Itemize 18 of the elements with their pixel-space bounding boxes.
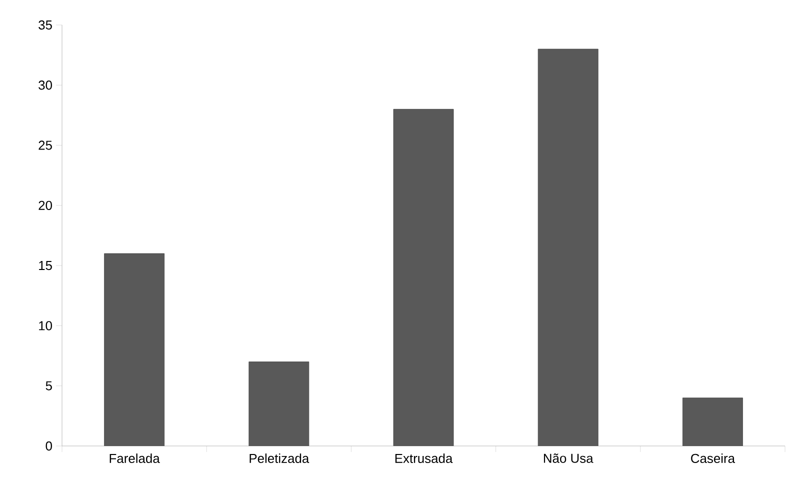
x-tick-label: Farelada	[110, 454, 160, 464]
y-tick-label: 30	[38, 80, 52, 90]
x-tick-label: Não Usa	[544, 454, 594, 463]
bar	[248, 362, 310, 446]
y-tick-label: 15	[39, 261, 52, 270]
bar	[104, 253, 165, 446]
y-tick-label: 0	[46, 441, 52, 451]
y-tick-label: 5	[46, 381, 52, 390]
y-tick-label: 25	[38, 140, 52, 150]
bar	[682, 398, 743, 446]
x-tick-label: Peletizada	[250, 454, 310, 464]
x-tick-label: Extrusada	[395, 454, 453, 464]
y-tick-label: 20	[38, 200, 52, 210]
x-tick-label: Caseira	[691, 454, 736, 464]
bar	[393, 108, 454, 446]
y-tick-label: 10	[39, 321, 52, 330]
bar	[538, 48, 598, 446]
y-tick-label: 35	[38, 20, 52, 30]
